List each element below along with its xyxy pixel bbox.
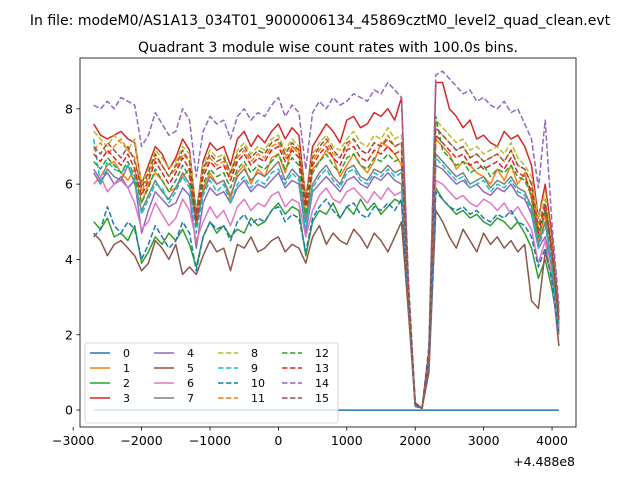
legend-label-13: 13 bbox=[315, 362, 329, 375]
series-line-5 bbox=[93, 209, 560, 409]
legend-item-0: 0 bbox=[90, 347, 130, 360]
legend-item-12: 12 bbox=[282, 347, 329, 360]
x-tick-label: −2000 bbox=[120, 433, 162, 448]
y-tick-label: 2 bbox=[65, 327, 73, 342]
legend-item-4: 4 bbox=[154, 347, 194, 360]
series-line-14 bbox=[93, 70, 560, 409]
x-tick-label: 2000 bbox=[399, 433, 431, 448]
legend-item-1: 1 bbox=[90, 362, 130, 375]
series-line-2 bbox=[93, 187, 560, 409]
legend-item-13: 13 bbox=[282, 362, 329, 375]
y-tick-label: 8 bbox=[65, 101, 73, 116]
chart-title: Quadrant 3 module wise count rates with … bbox=[138, 40, 518, 56]
series-line-11 bbox=[93, 126, 560, 409]
legend-item-11: 11 bbox=[218, 392, 265, 405]
y-tick-label: 0 bbox=[65, 403, 73, 418]
series-line-10 bbox=[93, 190, 560, 409]
figure-suptitle: In file: modeM0/AS1A13_034T01_9000006134… bbox=[30, 13, 611, 29]
legend-item-7: 7 bbox=[154, 392, 194, 405]
legend-label-4: 4 bbox=[187, 347, 194, 360]
legend-item-14: 14 bbox=[282, 377, 329, 390]
legend-item-9: 9 bbox=[218, 362, 258, 375]
legend-item-2: 2 bbox=[90, 377, 130, 390]
legend-label-3: 3 bbox=[123, 392, 130, 405]
legend-item-5: 5 bbox=[154, 362, 194, 375]
legend-label-5: 5 bbox=[187, 362, 194, 375]
legend-label-1: 1 bbox=[123, 362, 130, 375]
legend-label-8: 8 bbox=[251, 347, 258, 360]
x-tick-label: 4000 bbox=[536, 433, 568, 448]
legend-item-15: 15 bbox=[282, 392, 329, 405]
legend-label-9: 9 bbox=[251, 362, 258, 375]
series-line-15 bbox=[93, 126, 560, 409]
series-line-8 bbox=[93, 119, 560, 409]
legend-item-10: 10 bbox=[218, 377, 265, 390]
legend-label-11: 11 bbox=[251, 392, 265, 405]
series-line-9 bbox=[92, 138, 560, 409]
x-tick-label: 0 bbox=[274, 433, 282, 448]
series-line-6 bbox=[93, 175, 560, 409]
series-line-4 bbox=[93, 164, 560, 409]
series-line-7 bbox=[93, 153, 560, 409]
x-tick-label: −1000 bbox=[189, 433, 231, 448]
x-tick-label: 3000 bbox=[468, 433, 500, 448]
x-tick-label: −3000 bbox=[52, 433, 94, 448]
series-line-1 bbox=[93, 138, 560, 409]
series-lines bbox=[92, 70, 560, 411]
legend-label-15: 15 bbox=[315, 392, 329, 405]
legend-label-10: 10 bbox=[251, 377, 265, 390]
legend-label-6: 6 bbox=[187, 377, 194, 390]
series-line-13 bbox=[93, 134, 560, 409]
legend-label-7: 7 bbox=[187, 392, 194, 405]
series-line-3 bbox=[93, 81, 560, 409]
legend-label-12: 12 bbox=[315, 347, 329, 360]
axes-frame bbox=[79, 57, 577, 428]
y-tick-label: 6 bbox=[65, 177, 73, 192]
legend-item-8: 8 bbox=[218, 347, 258, 360]
plot-area: −3000 −2000 −1000 0 1000 2000 3000 400002468012… bbox=[52, 57, 577, 448]
legend-label-2: 2 bbox=[123, 377, 130, 390]
legend-box bbox=[84, 342, 339, 424]
legend-label-14: 14 bbox=[315, 377, 329, 390]
y-tick-label: 4 bbox=[65, 252, 73, 267]
legend-label-0: 0 bbox=[123, 347, 130, 360]
legend-item-3: 3 bbox=[90, 392, 130, 405]
x-tick-label: 1000 bbox=[331, 433, 363, 448]
x-axis-offset-label: +4.488e8 bbox=[513, 454, 575, 469]
legend-item-6: 6 bbox=[154, 377, 194, 390]
